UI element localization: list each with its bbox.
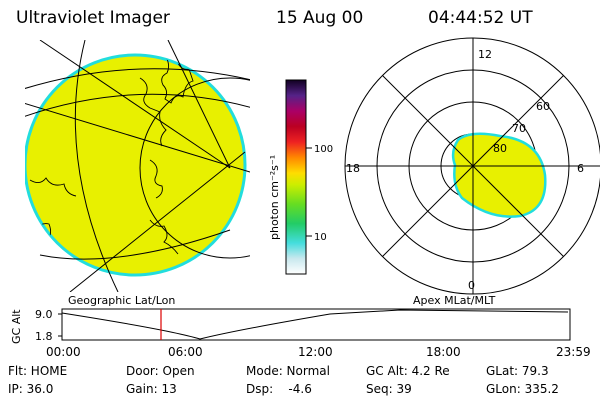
mlt-label-12: 12 — [478, 48, 492, 61]
status-dsp: Dsp: -4.6 — [246, 382, 312, 396]
alt-tick-9: 9.0 — [35, 308, 53, 321]
panel-label-left: Geographic Lat/Lon — [68, 294, 175, 307]
colorbar-unit: photon cm⁻²s⁻¹ — [268, 155, 281, 240]
status-door: Door: Open — [126, 364, 195, 378]
mlt-label-6: 6 — [577, 162, 584, 175]
status-glon: GLon: 335.2 — [486, 382, 559, 396]
alt-x-tick-2359: 23:59 — [556, 345, 591, 359]
status-gain: Gain: 13 — [126, 382, 177, 396]
status-gc-alt: GC Alt: 4.2 Re — [366, 364, 450, 378]
status-ip: IP: 36.0 — [8, 382, 54, 396]
alt-x-tick-0600: 06:00 — [168, 345, 203, 359]
status-flight: Flt: HOME — [8, 364, 68, 378]
alt-x-tick-1200: 12:00 — [298, 345, 333, 359]
mlt-label-18: 18 — [346, 162, 360, 175]
time-label: 04:44:52 UT — [428, 8, 533, 28]
alt-tick-1-8: 1.8 — [35, 330, 53, 343]
alt-x-tick-0000: 00:00 — [46, 345, 81, 359]
earth-disc — [25, 53, 247, 277]
colorbar-label-100: 100 — [314, 144, 333, 155]
alt-x-tick-1800: 18:00 — [426, 345, 461, 359]
colorbar-label-10: 10 — [314, 232, 327, 243]
altitude-plot-frame — [61, 308, 571, 341]
status-glat: GLat: 79.3 — [486, 364, 549, 378]
instrument-title: Ultraviolet Imager — [16, 8, 170, 28]
lat-lon-grid — [25, 40, 250, 292]
altitude-curve — [61, 309, 569, 340]
status-mode: Mode: Normal — [246, 364, 330, 378]
mlat-label-80: 80 — [493, 142, 507, 155]
date-label: 15 Aug 00 — [276, 8, 364, 28]
polar-plot — [344, 37, 600, 295]
auroral-oval — [451, 132, 547, 218]
status-seq: Seq: 39 — [366, 382, 412, 396]
polar-diag-2 — [382, 75, 564, 257]
mlat-label-70: 70 — [512, 122, 526, 135]
mlt-label-0: 0 — [468, 279, 475, 292]
mlat-label-60: 60 — [536, 100, 550, 113]
color-bar — [285, 79, 307, 275]
alt-axis-label: GC Alt — [10, 309, 23, 344]
panel-label-right: Apex MLat/MLT — [413, 294, 496, 307]
